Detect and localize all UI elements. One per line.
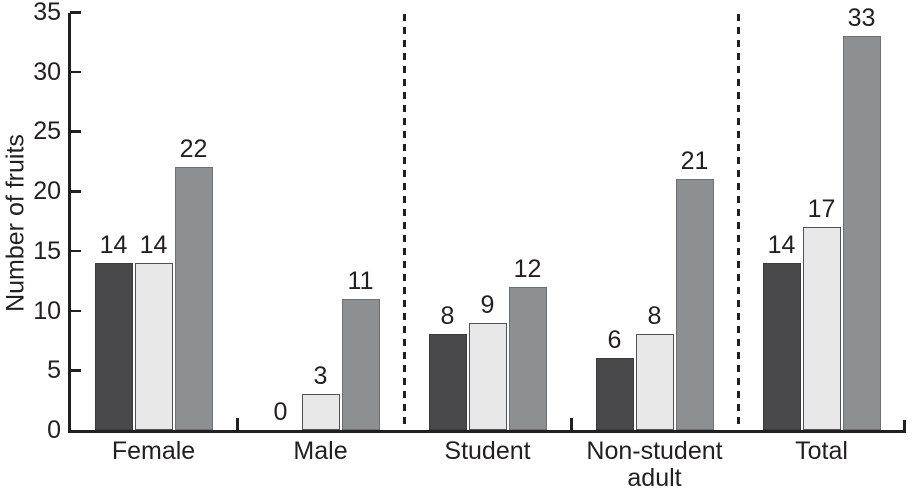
y-tick [70, 11, 81, 14]
separator-dashed-line [737, 14, 740, 430]
x-axis-label: Total [795, 437, 848, 465]
x-axis-line [68, 430, 906, 433]
y-tick-label: 5 [47, 356, 61, 385]
bar-light-gray [301, 394, 340, 430]
y-tick [70, 70, 81, 74]
bar-light-gray [468, 322, 507, 430]
bar-value-label: 17 [807, 194, 836, 223]
bar-value-label: 21 [680, 147, 709, 176]
bar-medium-gray [675, 179, 714, 430]
bar-value-label: 0 [273, 398, 288, 426]
y-tick-label: 0 [47, 416, 61, 444]
y-tick-label: 35 [33, 0, 61, 26]
bar-light-gray [635, 334, 674, 430]
bar-light-gray [134, 262, 173, 430]
bar-medium-gray [341, 298, 380, 430]
y-tick [70, 130, 81, 133]
separator-dashed-line [403, 14, 406, 430]
bar-value-label: 33 [847, 3, 876, 32]
bar-dark-gray [428, 334, 467, 430]
x-group-tick [570, 418, 573, 430]
y-tick [70, 190, 81, 193]
y-tick-label: 20 [33, 177, 61, 206]
bar-light-gray [802, 226, 841, 430]
y-tick [70, 369, 81, 372]
x-axis-label: Male [293, 437, 348, 465]
bar-value-label: 12 [513, 254, 542, 283]
bar-dark-gray [595, 358, 634, 430]
bar-value-label: 8 [647, 302, 662, 331]
bar-medium-gray [174, 167, 213, 430]
bar-dark-gray [94, 262, 133, 430]
bar-value-label: 11 [347, 266, 374, 295]
x-axis-label: Female [111, 437, 196, 465]
y-tick [70, 309, 81, 313]
x-axis-end-tick [903, 420, 906, 431]
y-tick-label: 15 [33, 236, 61, 265]
y-tick [70, 249, 81, 253]
bar-value-label: 9 [480, 290, 495, 319]
y-tick-label: 25 [33, 117, 61, 146]
bar-value-label: 14 [99, 230, 128, 259]
bar-dark-gray [762, 262, 801, 430]
x-axis-label: Non-student adult [586, 437, 723, 490]
y-axis-line [68, 13, 71, 433]
bar-value-label: 14 [139, 230, 168, 259]
y-axis-title: Number of fruits [1, 134, 30, 312]
x-group-tick [236, 418, 239, 430]
bar-medium-gray [508, 286, 547, 430]
bar-value-label: 6 [607, 326, 622, 355]
y-tick-label: 30 [33, 57, 61, 86]
bar-value-label: 8 [440, 302, 455, 331]
y-tick-label: 10 [33, 296, 61, 325]
x-axis-label: Student [444, 437, 531, 465]
bar-value-label: 22 [179, 135, 208, 164]
bar-value-label: 3 [313, 362, 328, 391]
bar-value-label: 14 [767, 230, 796, 259]
bar-medium-gray [842, 35, 881, 430]
